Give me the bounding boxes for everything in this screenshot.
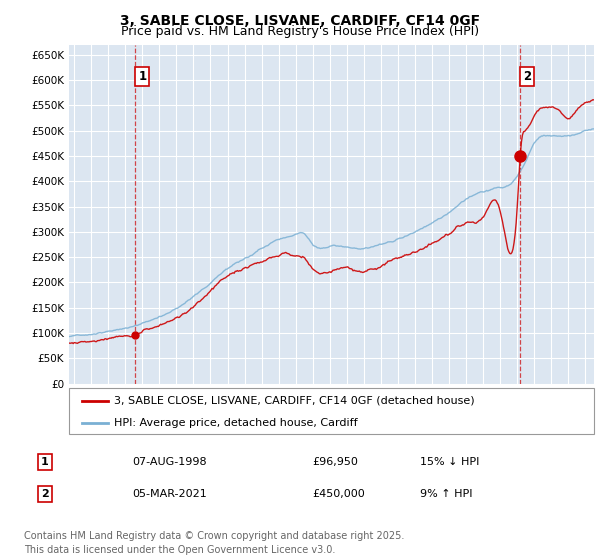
Text: HPI: Average price, detached house, Cardiff: HPI: Average price, detached house, Card… [113,418,357,427]
Text: 1: 1 [138,69,146,83]
Text: 9% ↑ HPI: 9% ↑ HPI [420,489,473,499]
Text: 2: 2 [41,489,49,499]
Text: 07-AUG-1998: 07-AUG-1998 [132,457,206,467]
Text: 15% ↓ HPI: 15% ↓ HPI [420,457,479,467]
Text: 3, SABLE CLOSE, LISVANE, CARDIFF, CF14 0GF: 3, SABLE CLOSE, LISVANE, CARDIFF, CF14 0… [120,14,480,28]
Text: 1: 1 [41,457,49,467]
Text: 3, SABLE CLOSE, LISVANE, CARDIFF, CF14 0GF (detached house): 3, SABLE CLOSE, LISVANE, CARDIFF, CF14 0… [113,396,474,406]
FancyBboxPatch shape [69,388,594,434]
Text: £96,950: £96,950 [312,457,358,467]
Text: 2: 2 [523,69,531,83]
Text: 05-MAR-2021: 05-MAR-2021 [132,489,207,499]
Text: Price paid vs. HM Land Registry's House Price Index (HPI): Price paid vs. HM Land Registry's House … [121,25,479,38]
Text: Contains HM Land Registry data © Crown copyright and database right 2025.
This d: Contains HM Land Registry data © Crown c… [24,531,404,555]
Text: £450,000: £450,000 [312,489,365,499]
